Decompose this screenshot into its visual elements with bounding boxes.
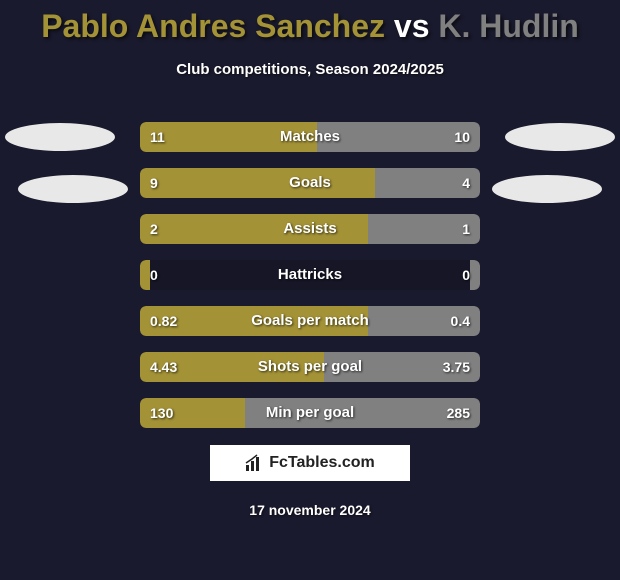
comparison-title: Pablo Andres Sanchez vs K. Hudlin <box>0 0 620 45</box>
player1-avatar-placeholder <box>18 175 128 203</box>
player1-value: 0.82 <box>140 306 187 336</box>
player2-value: 3.75 <box>433 352 480 382</box>
stat-label: Shots per goal <box>140 352 480 382</box>
player1-value: 130 <box>140 398 183 428</box>
stat-row: Hattricks0 0 <box>140 260 480 290</box>
stat-label: Min per goal <box>140 398 480 428</box>
stat-row: Goals per match0.82 0.4 <box>140 306 480 336</box>
player2-name: K. Hudlin <box>438 8 578 44</box>
subtitle: Club competitions, Season 2024/2025 <box>0 61 620 78</box>
player2-value: 0.4 <box>441 306 480 336</box>
player2-value: 4 <box>452 168 480 198</box>
watermark-text: FcTables.com <box>269 454 375 472</box>
chart-icon <box>245 454 263 472</box>
player1-value: 11 <box>140 122 175 152</box>
stat-row: Goals9 4 <box>140 168 480 198</box>
player1-value: 2 <box>140 214 168 244</box>
player2-value: 1 <box>452 214 480 244</box>
stat-label: Matches <box>140 122 480 152</box>
player1-name: Pablo Andres Sanchez <box>41 8 385 44</box>
watermark: FcTables.com <box>210 445 410 481</box>
player2-avatar-placeholder <box>492 175 602 203</box>
stat-row: Assists2 1 <box>140 214 480 244</box>
date: 17 november 2024 <box>0 502 620 518</box>
stat-label: Assists <box>140 214 480 244</box>
stat-row: Shots per goal4.43 3.75 <box>140 352 480 382</box>
player1-value: 4.43 <box>140 352 187 382</box>
player2-value: 10 <box>444 122 480 152</box>
stat-row: Matches11 10 <box>140 122 480 152</box>
stat-label: Goals <box>140 168 480 198</box>
stat-label: Hattricks <box>140 260 480 290</box>
player2-value: 0 <box>452 260 480 290</box>
player2-avatar-placeholder <box>505 123 615 151</box>
player1-value: 9 <box>140 168 168 198</box>
stat-row: Min per goal130 285 <box>140 398 480 428</box>
vs-text: vs <box>394 8 430 44</box>
stat-bars: Matches11 10 Goals9 4 Assists2 1 Hattricks0 0 Go… <box>140 122 480 444</box>
player1-value: 0 <box>140 260 168 290</box>
stat-label: Goals per match <box>140 306 480 336</box>
player1-avatar-placeholder <box>5 123 115 151</box>
player2-value: 285 <box>437 398 480 428</box>
